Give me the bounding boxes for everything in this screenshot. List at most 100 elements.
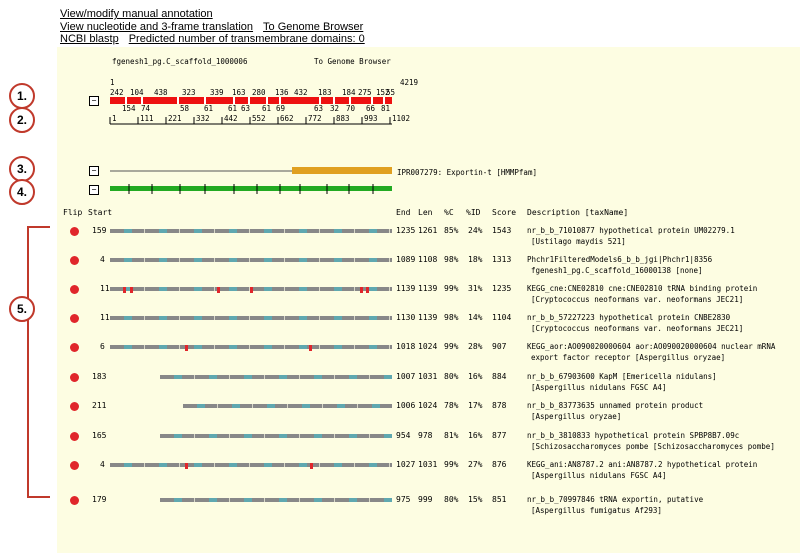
hit-alignment-track[interactable]: [110, 345, 392, 349]
hit-flip-dot[interactable]: [70, 256, 79, 265]
hit-description-line2: [Ustilago maydis 521]: [531, 237, 626, 246]
hit-description-line1[interactable]: nr_b_b_57227223 hypothetical protein CNB…: [527, 313, 731, 322]
exon-length-top: 152: [376, 88, 390, 97]
exon-length-bottom: 69: [276, 104, 286, 113]
hit-flip-dot[interactable]: [70, 285, 79, 294]
hit-start: 4: [100, 255, 105, 264]
hit-description: nr_b_b_67903600 KapM [Emericella nidulan…: [527, 371, 717, 393]
col-score: Score: [492, 208, 517, 217]
hit-mismatch-mark: [366, 287, 369, 293]
hit-description-line1[interactable]: nr_b_b_71010877 hypothetical protein UM0…: [527, 226, 735, 235]
hit-description-line1[interactable]: nr_b_b_83773635 unnamed protein product: [527, 401, 704, 410]
exon-length-top: 275: [358, 88, 372, 97]
top-links: View/modify manual annotation View nucle…: [60, 8, 375, 46]
hit-alignment-track[interactable]: [110, 463, 392, 467]
hit-flip-dot[interactable]: [70, 373, 79, 382]
intron-gap: [141, 97, 143, 104]
hit-alignment-track[interactable]: [110, 229, 392, 233]
collapse-domain-toggle[interactable]: −: [89, 166, 99, 176]
hit-alignment-track[interactable]: [183, 404, 392, 408]
domain-label[interactable]: IPR007279: Exportin-t [HMMPfam]: [397, 168, 537, 177]
tm-domains-link[interactable]: Predicted number of transmembrane domain…: [128, 33, 365, 45]
hit-end: 1027: [396, 460, 416, 469]
hit-description-line1[interactable]: nr_b_b_67903600 KapM [Emericella nidulan…: [527, 372, 717, 381]
hit-flip-dot[interactable]: [70, 461, 79, 470]
annotation-panel: [57, 47, 800, 553]
collapse-gene-toggle[interactable]: −: [89, 96, 99, 106]
hit-description: KEGG_cne:CNE02810 cne:CNE02810 tRNA bind…: [527, 283, 757, 305]
domain-bar: [292, 167, 392, 174]
view-modify-annotation-link[interactable]: View/modify manual annotation: [60, 8, 213, 20]
hit-len: 1031: [418, 372, 438, 381]
exon-length-top: 438: [154, 88, 168, 97]
hit-alignment-track[interactable]: [160, 498, 392, 502]
hit-alignment-track[interactable]: [110, 316, 392, 320]
hit-description-line1[interactable]: KEGG_aor:AO090020000604 aor:AO0900200006…: [527, 342, 776, 351]
hit-description-line2: [Aspergillus fumigatus Af293]: [531, 506, 662, 515]
intron-gap: [333, 97, 335, 104]
hit-description-line1[interactable]: KEGG_cne:CNE02810 cne:CNE02810 tRNA bind…: [527, 284, 758, 293]
exon-length-top: 184: [342, 88, 356, 97]
gene-exon-model: [110, 97, 392, 104]
intron-gap: [279, 97, 281, 104]
hit-description-line2: [Cryptococcus neoformans var. neoformans…: [531, 324, 744, 333]
hit-flip-dot[interactable]: [70, 496, 79, 505]
hit-mismatch-mark: [310, 463, 313, 469]
hit-description-line1[interactable]: Phchr1FilteredModels6_b_b_jgi|Phchr1|835…: [527, 255, 713, 264]
hit-description-line1[interactable]: nr_b_b_3810833 hypothetical protein SPBP…: [527, 431, 740, 440]
hit-mismatch-mark: [309, 345, 312, 351]
gene-exon-bar: [110, 97, 392, 104]
ruler-tick-label: 662: [280, 114, 294, 123]
hit-flip-dot[interactable]: [70, 432, 79, 441]
intron-gap: [383, 97, 385, 104]
hit-description-line2: [Aspergillus nidulans FGSC A4]: [531, 471, 667, 480]
hits-bracket: [27, 226, 50, 498]
green-track-ticks: [128, 184, 374, 194]
exon-length-top: 55: [386, 88, 396, 97]
genome-browser-label[interactable]: To Genome Browser: [314, 57, 391, 66]
ncbi-blastp-link[interactable]: NCBI blastp: [60, 33, 119, 45]
hit-description-line1[interactable]: KEGG_ani:AN8787.2 ani:AN8787.2 hypotheti…: [527, 460, 758, 469]
exon-length-top: 104: [130, 88, 144, 97]
hit-len: 1031: [418, 460, 438, 469]
hit-alignment-track[interactable]: [110, 258, 392, 262]
hit-mismatch-mark: [360, 287, 363, 293]
model-name: fgenesh1_pg.C_scaffold_1000006: [112, 57, 248, 66]
hit-flip-dot[interactable]: [70, 343, 79, 352]
hit-score: 878: [492, 401, 507, 410]
hit-start: 165: [92, 431, 107, 440]
hit-description: KEGG_aor:AO090020000604 aor:AO0900200006…: [527, 341, 775, 363]
hit-score: 1235: [492, 284, 512, 293]
protein-ruler: [109, 117, 392, 125]
hit-len: 1024: [418, 401, 438, 410]
ruler-tick-label: 442: [224, 114, 238, 123]
hit-identity: 28%: [468, 342, 483, 351]
collapse-track-toggle[interactable]: −: [89, 185, 99, 195]
hit-end: 1130: [396, 313, 416, 322]
hit-end: 975: [396, 495, 411, 504]
hit-coverage: 80%: [444, 495, 459, 504]
view-nucleotide-link[interactable]: View nucleotide and 3-frame translation: [60, 20, 254, 33]
exon-length-bottom: 61: [204, 104, 214, 113]
hit-alignment-track[interactable]: [160, 375, 392, 379]
hit-flip-dot[interactable]: [70, 314, 79, 323]
to-genome-browser-link[interactable]: To Genome Browser: [263, 20, 364, 33]
hit-flip-dot[interactable]: [70, 402, 79, 411]
hit-description: Phchr1FilteredModels6_b_b_jgi|Phchr1|835…: [527, 254, 712, 276]
hit-start: 11: [100, 284, 110, 293]
hit-description: nr_b_b_57227223 hypothetical protein CNB…: [527, 312, 743, 334]
hit-score: 1313: [492, 255, 512, 264]
ruler-tick-label: 221: [168, 114, 182, 123]
hit-flip-dot[interactable]: [70, 227, 79, 236]
hit-identity: 27%: [468, 460, 483, 469]
hit-score: 851: [492, 495, 507, 504]
hit-alignment-track[interactable]: [160, 434, 392, 438]
exon-length-bottom: 66: [366, 104, 376, 113]
ruler-tick-label: 332: [196, 114, 210, 123]
exon-length-bottom: 74: [141, 104, 151, 113]
hit-coverage: 80%: [444, 372, 459, 381]
hit-description-line1[interactable]: nr_b_b_70997846 tRNA exportin, putative: [527, 495, 704, 504]
hit-coverage: 99%: [444, 460, 459, 469]
exon-length-top: 163: [232, 88, 246, 97]
exon-length-top: 432: [294, 88, 308, 97]
